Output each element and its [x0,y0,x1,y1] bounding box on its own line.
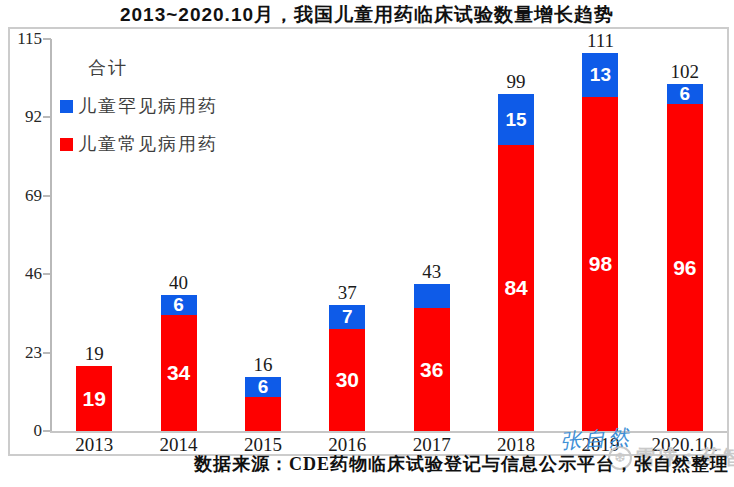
y-tick-label: 115 [10,29,42,49]
bar-stack: 730 [329,305,365,431]
bar-stack: 6 [245,377,281,431]
rare-series-swatch-icon [60,100,73,113]
x-axis-label-2013: 2013 [52,434,136,456]
bar-group-2016: 37 730 [305,29,389,431]
bar-group-2019: 111 1398 [558,29,642,431]
bar-stack: 19 [76,366,112,431]
plot-frame: 023466992115 191940634166377304336991584… [8,27,729,456]
bar-stack: 1584 [498,94,534,431]
chart-page: 2013~2020.10月，我国儿童用药临床试验数量增长趋势 023466992… [0,0,734,487]
y-tick-label: 23 [10,343,42,363]
rare-segment: 7 [329,305,365,329]
rare-segment: 6 [161,295,197,315]
common-segment: 36 [414,308,450,431]
total-value-label: 16 [253,355,272,374]
common-series-swatch-icon [60,138,73,151]
bar-stack: 634 [161,295,197,431]
legend-rare-label: 儿童罕见病用药 [78,94,218,118]
total-value-label: 37 [338,283,357,302]
legend-row-total: 合计 [60,57,218,79]
common-segment: 19 [76,366,112,431]
common-segment [245,397,281,431]
total-value-label: 102 [671,62,700,81]
rare-segment: 6 [245,377,281,397]
chart-title: 2013~2020.10月，我国儿童用药临床试验数量增长趋势 [0,2,734,28]
legend-common-label: 儿童常见病用药 [78,132,218,156]
source-note: 数据来源：CDE药物临床试验登记与信息公示平台，张自然整理 [194,452,729,476]
common-segment: 30 [329,329,365,431]
legend: 合计 儿童罕见病用药 儿童常见病用药 [60,57,218,171]
bar-group-2020.10.: 102 696 [643,29,727,431]
y-tick-mark [43,38,51,40]
legend-total-label: 合计 [88,56,128,80]
rare-segment [414,284,450,308]
common-segment: 34 [161,315,197,431]
y-tick-mark [43,273,51,275]
rare-segment: 15 [498,94,534,145]
legend-row-rare: 儿童罕见病用药 [60,95,218,117]
bar-group-2018: 99 1584 [474,29,558,431]
y-tick-label: 0 [10,421,42,441]
total-value-label: 111 [587,31,614,50]
bar-group-2015: 166 [221,29,305,431]
common-segment: 96 [667,104,703,431]
y-tick-mark [43,352,51,354]
author-signature-watermark: 张自然 [559,423,633,456]
bar-stack: 1398 [582,53,618,431]
y-tick-label: 69 [10,186,42,206]
total-value-label: 99 [507,72,526,91]
rare-segment: 6 [667,84,703,104]
total-value-label: 40 [169,273,188,292]
bar-stack: 36 [414,284,450,431]
y-tick-mark [43,116,51,118]
bar-stack: 696 [667,84,703,431]
total-value-label: 19 [85,344,104,363]
total-value-label: 43 [422,262,441,281]
bar-group-2017: 43 36 [390,29,474,431]
rare-segment: 13 [582,53,618,97]
common-segment: 84 [498,145,534,431]
y-tick-label: 46 [10,264,42,284]
legend-row-common: 儿童常见病用药 [60,133,218,155]
common-segment: 98 [582,97,618,431]
y-tick-mark [43,195,51,197]
y-tick-label: 92 [10,107,42,127]
